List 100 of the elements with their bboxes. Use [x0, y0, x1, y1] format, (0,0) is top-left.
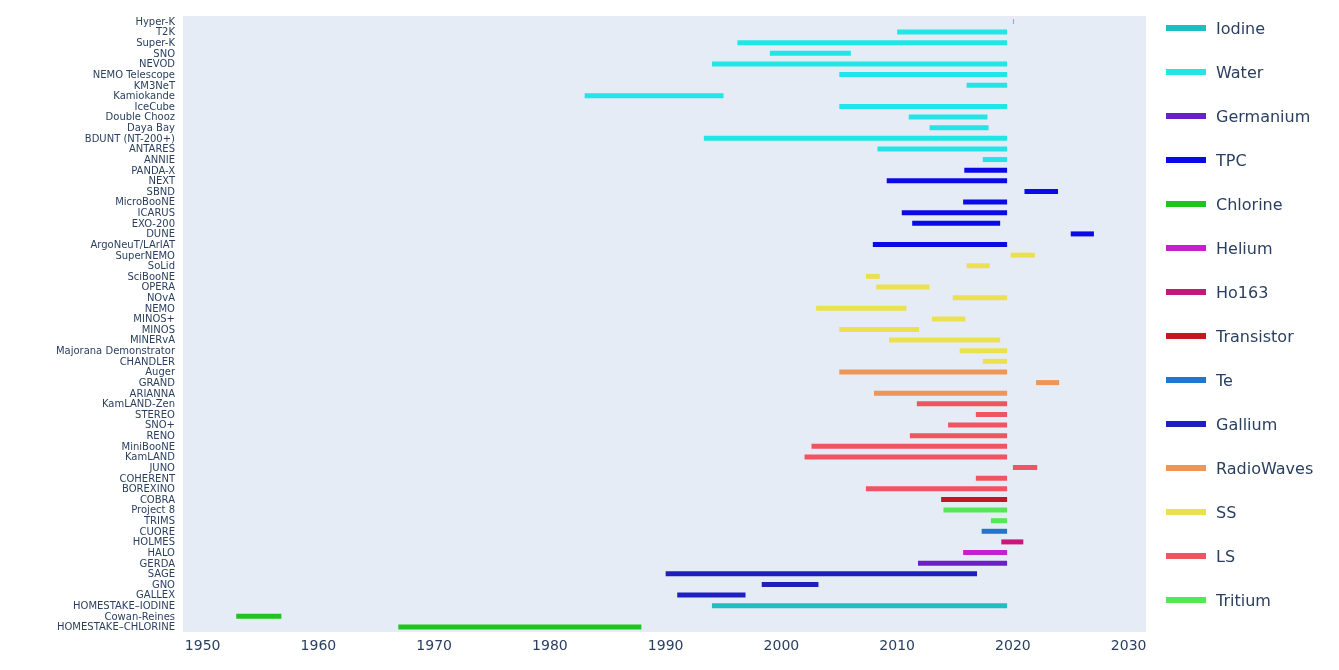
y-tick-label: HOMESTAKE–IODINE [72, 600, 175, 611]
legend-label: Ho163 [1216, 282, 1269, 302]
legend-label: Iodine [1216, 18, 1266, 38]
bar [964, 167, 1008, 173]
bar [839, 103, 1008, 109]
y-tick-label: MINOS [141, 323, 175, 335]
y-tick-label: SBND [146, 185, 176, 197]
legend-label: TPC [1216, 150, 1247, 170]
y-tick-label: MicroBooNE [115, 196, 175, 208]
legend-label: LS [1216, 546, 1236, 566]
y-tick-label: SoLid [147, 260, 175, 272]
bar [1001, 539, 1024, 545]
bar [1070, 231, 1094, 237]
y-tick-label: KM3NeT [133, 79, 176, 91]
bar [811, 443, 1008, 449]
y-tick-label: Project 8 [131, 504, 175, 516]
y-tick-label: SNO [153, 47, 176, 59]
legend-label: Germanium [1216, 106, 1311, 126]
x-tick-label: 1980 [532, 636, 568, 653]
legend-label: SS [1216, 502, 1237, 522]
bar [839, 72, 1008, 78]
bar [975, 475, 1008, 481]
bar [990, 518, 1008, 524]
x-tick-label: 1960 [300, 636, 337, 653]
y-tick-label: Daya Bay [127, 122, 176, 134]
x-tick-label: 2020 [995, 636, 1031, 653]
y-tick-label: IceCube [134, 100, 175, 112]
y-tick-label: Cowan-Reines [104, 610, 175, 622]
bar [908, 114, 988, 120]
x-tick-label: 2000 [763, 636, 800, 653]
y-tick-label: NOvA [146, 292, 176, 303]
legend-label: RadioWaves [1216, 458, 1314, 478]
y-tick-label: NEVOD [138, 58, 176, 70]
bar [874, 390, 1008, 396]
bar [737, 40, 1008, 46]
y-tick-label: GNO [151, 578, 176, 590]
y-tick-label: Hyper-K [135, 15, 176, 27]
bar [769, 50, 851, 56]
y-tick-label: PANDA-X [131, 164, 176, 176]
bar [876, 284, 930, 290]
y-tick-label: JUNO [148, 461, 176, 473]
bar [584, 93, 724, 99]
bar [839, 369, 1008, 375]
bar [865, 273, 880, 279]
x-tick-label: 2030 [1110, 636, 1147, 653]
y-tick-label: TRIMS [143, 515, 175, 527]
x-tick-label: 2010 [879, 636, 915, 653]
bar [665, 571, 978, 577]
y-tick-label: GALLEX [136, 589, 176, 601]
bar [916, 401, 1008, 407]
bar [398, 624, 642, 630]
y-tick-label: NEMO Telescope [92, 68, 175, 80]
y-tick-label: STEREO [135, 408, 176, 420]
y-tick-label: Majorana Demonstrator [55, 345, 176, 357]
legend-label: Tritium [1216, 590, 1271, 610]
bar [804, 454, 1008, 460]
y-tick-label: MINOS+ [133, 313, 175, 325]
bar [1024, 188, 1059, 194]
y-tick-label: COBRA [139, 493, 176, 505]
bar [889, 337, 1001, 343]
legend-label: Water [1216, 62, 1264, 82]
bar [761, 581, 819, 587]
bar [677, 592, 746, 598]
y-tick-label: T2K [154, 26, 176, 38]
y-tick-label: NEXT [148, 175, 176, 187]
y-tick-label: HOMESTAKE–CHLORINE [56, 621, 175, 633]
bar [931, 316, 966, 322]
bar [1012, 465, 1038, 471]
y-tick-label: ANTARES [128, 143, 175, 155]
x-tick-label: 1950 [184, 636, 221, 653]
y-tick-label: DUNE [146, 228, 175, 240]
legend-label: Helium [1216, 238, 1273, 258]
bar [1010, 252, 1035, 258]
y-tick-label: BDUNT (NT-200+) [84, 132, 176, 144]
y-tick-label: OPERA [141, 281, 176, 293]
y-tick-label: HOLMES [132, 536, 175, 548]
bar [865, 486, 1008, 492]
bar [839, 327, 920, 332]
y-tick-label: Super-K [136, 37, 176, 49]
bar [909, 433, 1008, 439]
bar [886, 178, 1008, 184]
y-tick-label: NEMO [144, 302, 176, 314]
y-tick-label: BOREXINO [122, 483, 176, 495]
y-tick-label: ICARUS [137, 207, 175, 219]
bar [816, 305, 907, 311]
y-tick-label: CHANDLER [119, 355, 176, 367]
y-tick-label: COHERENT [119, 472, 176, 484]
bar [711, 61, 1008, 67]
bar [703, 135, 1008, 141]
bar [966, 263, 990, 269]
x-tick-label: 1990 [647, 636, 684, 653]
y-tick-label: EXO-200 [131, 217, 175, 229]
y-tick-label: ArgoNeuT/LArIAT [90, 238, 176, 250]
bar [966, 82, 1008, 88]
y-tick-label: ARIANNA [129, 387, 176, 399]
legend-label: Te [1216, 370, 1233, 390]
y-tick-label: Auger [145, 366, 176, 378]
bar [959, 348, 1008, 354]
y-tick-label: CUORE [139, 525, 175, 537]
legend-label: Transistor [1216, 326, 1294, 346]
